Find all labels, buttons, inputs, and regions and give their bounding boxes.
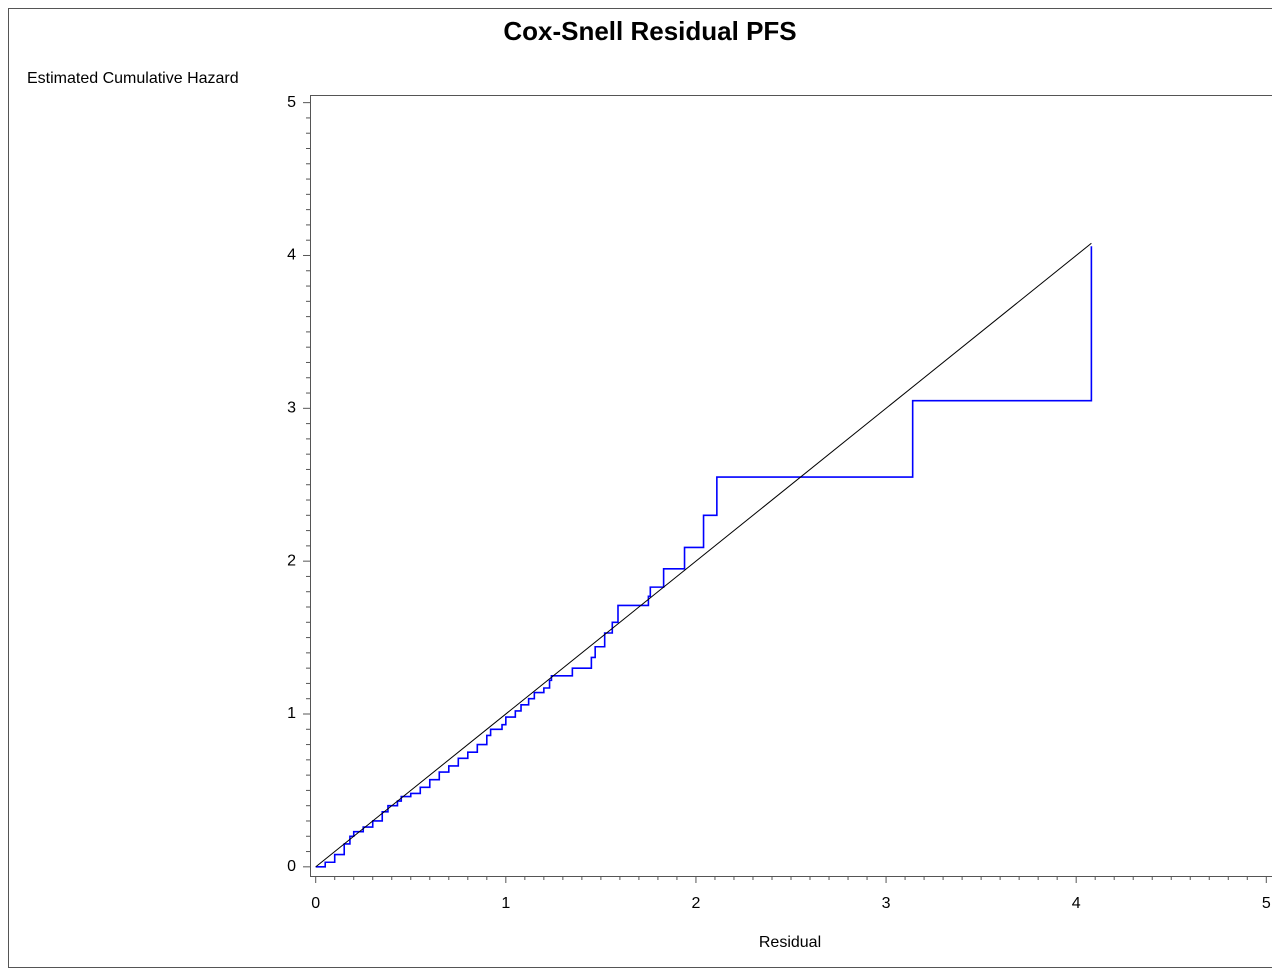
x-tick-label: 4 xyxy=(1072,895,1081,912)
x-tick-label: 5 xyxy=(1262,895,1271,912)
x-tick-label: 2 xyxy=(691,895,700,912)
x-axis-title: Residual xyxy=(759,934,821,951)
y-tick-label: 1 xyxy=(287,705,296,722)
chart-title: Cox-Snell Residual PFS xyxy=(503,16,796,46)
y-tick-label: 4 xyxy=(287,247,296,264)
y-tick-label: 0 xyxy=(287,858,296,875)
y-axis-title: Estimated Cumulative Hazard xyxy=(27,70,239,87)
y-tick-label: 5 xyxy=(287,94,296,111)
frame xyxy=(8,8,1272,968)
x-tick-label: 1 xyxy=(501,895,510,912)
step-line xyxy=(315,246,1093,868)
x-tick-label: 0 xyxy=(311,895,320,912)
y-tick-label: 2 xyxy=(287,552,296,569)
y-tick-label: 3 xyxy=(287,400,296,417)
x-tick-label: 3 xyxy=(882,895,891,912)
reference-line xyxy=(315,242,1092,868)
